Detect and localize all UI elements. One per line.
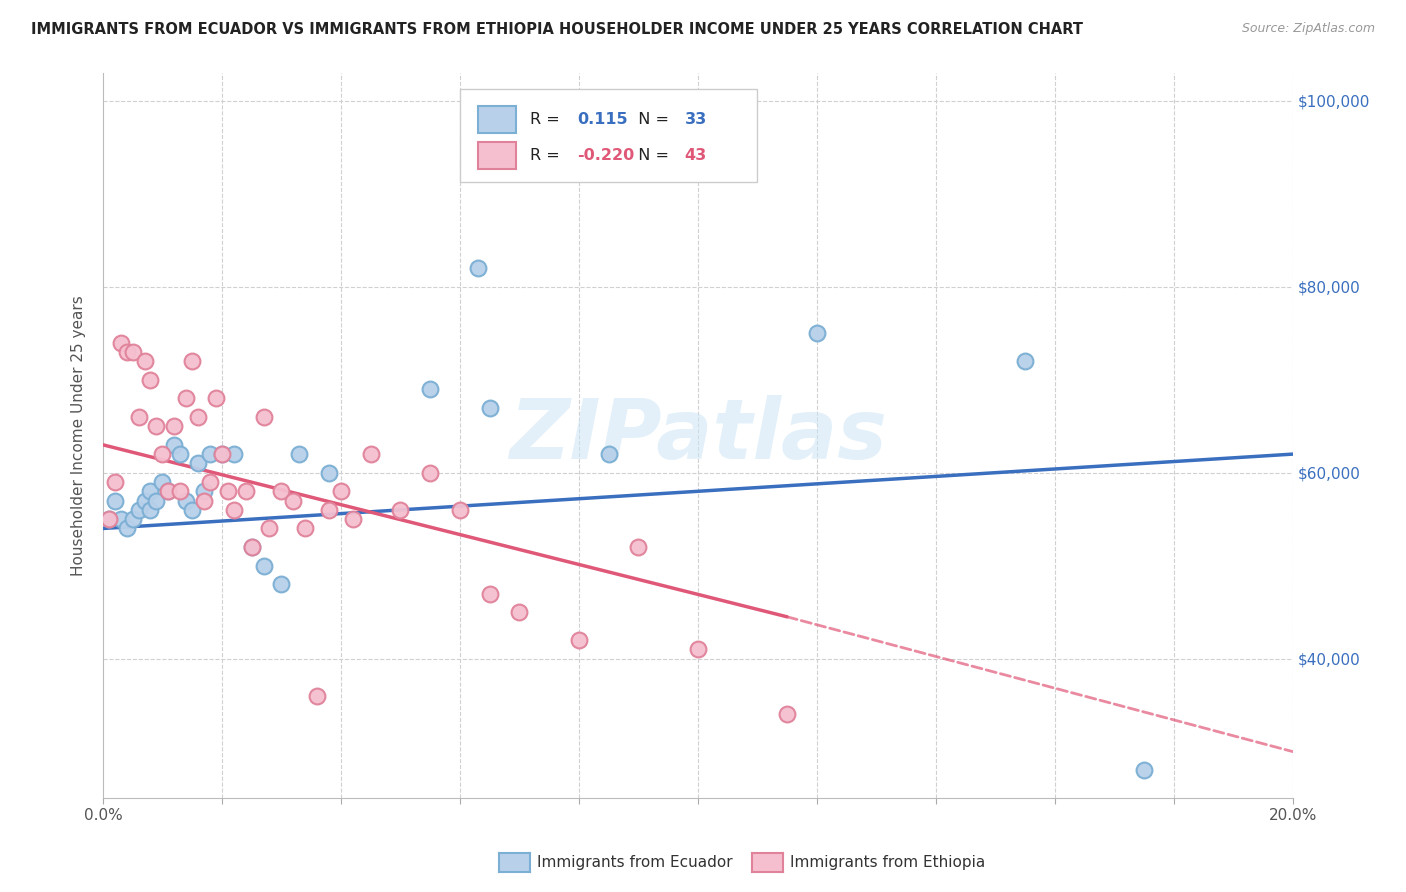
Point bbox=[252, 558, 274, 573]
Point bbox=[104, 475, 127, 489]
Point bbox=[134, 354, 156, 368]
Point bbox=[145, 493, 167, 508]
Point bbox=[174, 493, 197, 508]
Text: Source: ZipAtlas.com: Source: ZipAtlas.com bbox=[1241, 22, 1375, 36]
Point bbox=[157, 484, 180, 499]
Text: IMMIGRANTS FROM ECUADOR VS IMMIGRANTS FROM ETHIOPIA HOUSEHOLDER INCOME UNDER 25 : IMMIGRANTS FROM ECUADOR VS IMMIGRANTS FR… bbox=[31, 22, 1083, 37]
FancyBboxPatch shape bbox=[460, 89, 758, 182]
Point bbox=[198, 447, 221, 461]
Point bbox=[235, 484, 257, 499]
Point bbox=[211, 447, 233, 461]
Point bbox=[318, 466, 340, 480]
Text: R =: R = bbox=[530, 112, 565, 127]
Point bbox=[128, 409, 150, 424]
Point bbox=[222, 447, 245, 461]
Point bbox=[97, 512, 120, 526]
Point bbox=[193, 484, 215, 499]
FancyBboxPatch shape bbox=[478, 105, 516, 133]
Point bbox=[134, 493, 156, 508]
Point bbox=[568, 633, 591, 648]
Point bbox=[205, 392, 228, 406]
Text: -0.220: -0.220 bbox=[578, 148, 636, 163]
Point bbox=[449, 503, 471, 517]
Point bbox=[121, 344, 143, 359]
Text: Immigrants from Ethiopia: Immigrants from Ethiopia bbox=[790, 855, 986, 870]
Text: ZIPatlas: ZIPatlas bbox=[509, 395, 887, 476]
Point bbox=[211, 447, 233, 461]
Text: Immigrants from Ecuador: Immigrants from Ecuador bbox=[537, 855, 733, 870]
Point bbox=[1014, 354, 1036, 368]
Point bbox=[288, 447, 311, 461]
Point bbox=[115, 521, 138, 535]
Point bbox=[139, 373, 162, 387]
Point bbox=[181, 354, 204, 368]
Text: N =: N = bbox=[627, 112, 673, 127]
Text: N =: N = bbox=[627, 148, 673, 163]
Point bbox=[128, 503, 150, 517]
Point bbox=[181, 503, 204, 517]
Point bbox=[478, 586, 501, 600]
Point bbox=[193, 493, 215, 508]
Point bbox=[467, 261, 489, 276]
Point bbox=[121, 512, 143, 526]
Text: R =: R = bbox=[530, 148, 565, 163]
Point bbox=[152, 447, 174, 461]
Point bbox=[252, 409, 274, 424]
Point bbox=[198, 475, 221, 489]
Point bbox=[110, 512, 132, 526]
Text: 0.115: 0.115 bbox=[578, 112, 628, 127]
Point bbox=[360, 447, 382, 461]
Point bbox=[627, 540, 650, 554]
Text: 43: 43 bbox=[685, 148, 707, 163]
Point bbox=[217, 484, 239, 499]
Point bbox=[259, 521, 281, 535]
Point bbox=[318, 503, 340, 517]
Point bbox=[283, 493, 305, 508]
Point bbox=[342, 512, 364, 526]
Point bbox=[389, 503, 412, 517]
Point bbox=[169, 447, 191, 461]
Point bbox=[174, 392, 197, 406]
Point bbox=[187, 457, 209, 471]
Point bbox=[145, 419, 167, 434]
Point bbox=[478, 401, 501, 415]
Point bbox=[240, 540, 263, 554]
Point bbox=[270, 484, 292, 499]
Point bbox=[1133, 763, 1156, 777]
Point bbox=[169, 484, 191, 499]
FancyBboxPatch shape bbox=[478, 142, 516, 169]
Point bbox=[329, 484, 352, 499]
Point bbox=[139, 484, 162, 499]
Point bbox=[163, 419, 186, 434]
Point bbox=[686, 642, 709, 657]
Point bbox=[163, 438, 186, 452]
Point bbox=[419, 466, 441, 480]
Point bbox=[187, 409, 209, 424]
Point bbox=[110, 335, 132, 350]
Point bbox=[598, 447, 620, 461]
Point bbox=[139, 503, 162, 517]
Point bbox=[97, 512, 120, 526]
Point bbox=[152, 475, 174, 489]
Point bbox=[240, 540, 263, 554]
Point bbox=[806, 326, 828, 341]
Point bbox=[508, 605, 530, 619]
Point bbox=[294, 521, 316, 535]
Point bbox=[222, 503, 245, 517]
Point bbox=[419, 382, 441, 396]
Point bbox=[157, 484, 180, 499]
Point bbox=[115, 344, 138, 359]
Point bbox=[270, 577, 292, 591]
Point bbox=[104, 493, 127, 508]
Text: 33: 33 bbox=[685, 112, 707, 127]
Point bbox=[776, 707, 799, 722]
Point bbox=[307, 689, 329, 703]
Y-axis label: Householder Income Under 25 years: Householder Income Under 25 years bbox=[72, 295, 86, 576]
